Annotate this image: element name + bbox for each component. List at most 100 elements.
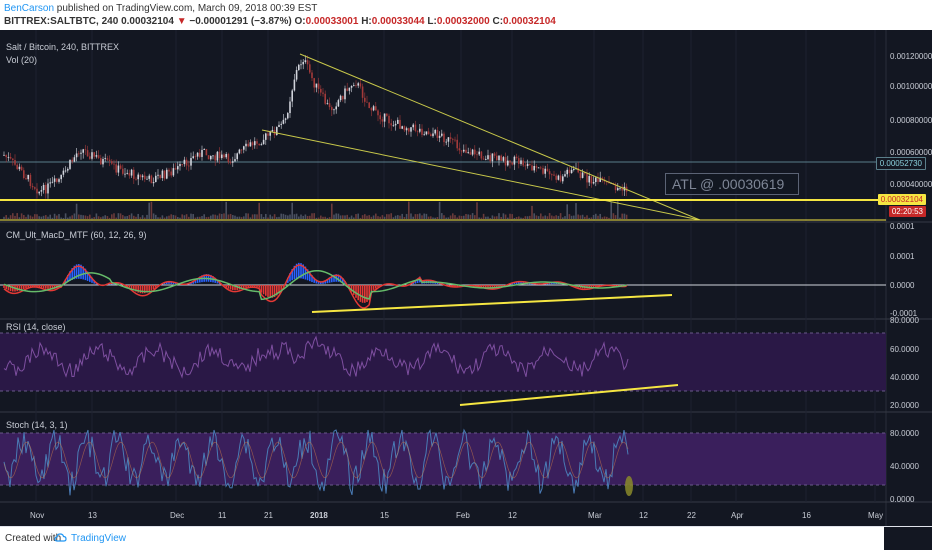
candle-body (531, 165, 533, 171)
candle-body (196, 152, 199, 157)
candle-body (592, 182, 595, 184)
candle-body (408, 128, 410, 132)
candle-body (348, 87, 351, 91)
macd-histogram-bar (522, 281, 524, 284)
candle-body (562, 176, 564, 182)
macd-histogram-bar (322, 281, 324, 284)
macd-histogram-bar (370, 285, 373, 292)
volume-bar (18, 217, 21, 219)
candle-body (247, 143, 249, 147)
volume-bar (342, 215, 344, 219)
author-link[interactable]: BenCarson (4, 3, 55, 14)
volume-bar (533, 213, 535, 219)
candle-body (18, 166, 21, 170)
tradingview-cloud-icon (54, 533, 67, 542)
volume-bar (573, 215, 575, 219)
stoch-highlight-marker[interactable] (625, 476, 633, 496)
macd-support-trendline[interactable] (311, 294, 673, 313)
high-label: H: (361, 16, 372, 27)
volume-bar (383, 216, 386, 219)
macd-histogram-bar (295, 263, 298, 279)
volume-bar (388, 214, 390, 219)
atl-annotation[interactable]: ATL @ .00030619 (665, 173, 799, 195)
candle-body (185, 159, 188, 166)
chart-area[interactable]: 0.00120000 0.00100000 0.00080000 0.00060… (0, 30, 932, 526)
candle-body (445, 141, 447, 143)
macd-histogram-bar (293, 265, 296, 280)
time-tick: May (868, 511, 883, 520)
candle-body (298, 64, 300, 71)
stoch-pane-title[interactable]: Stoch (14, 3, 1) (6, 420, 68, 430)
volume-bar (379, 216, 381, 219)
main-pane-title[interactable]: Salt / Bitcoin, 240, BITTREX (6, 42, 120, 52)
macd-histogram-bar (518, 281, 520, 284)
candle-body (234, 159, 236, 162)
upper-trendline[interactable] (299, 53, 701, 221)
time-tick: 21 (264, 511, 273, 520)
candle-body (421, 128, 423, 135)
macd-histogram-bar (199, 276, 201, 283)
candle-body (342, 95, 344, 100)
candle-body (278, 124, 280, 128)
candle-body (383, 113, 386, 122)
lower-trendline[interactable] (261, 129, 701, 221)
volume-bar (236, 216, 238, 219)
candle-body (82, 149, 84, 153)
volume-bar (524, 216, 527, 219)
low-value: 0.00032000 (436, 16, 490, 27)
candle-body (427, 131, 430, 135)
candle-body (381, 119, 384, 122)
macd-histogram-bar (229, 285, 232, 290)
volume-label[interactable]: Vol (20) (6, 55, 38, 65)
volume-bar (623, 213, 626, 219)
candle-body (122, 168, 124, 174)
candle-body (29, 174, 32, 186)
volume-bar (212, 214, 214, 219)
macd-histogram-bar (247, 285, 249, 288)
candle-body (126, 172, 128, 174)
candle-body (419, 128, 421, 132)
volume-bar (526, 216, 529, 219)
candle-body (401, 126, 403, 129)
macd-histogram-bar (166, 281, 168, 284)
macd-histogram-bar (456, 285, 458, 287)
candle-body (577, 168, 579, 173)
macd-histogram-bar (91, 277, 93, 283)
volume-bar (284, 214, 287, 219)
stoch-tick: 80.0000 (890, 429, 919, 438)
volume-bar (104, 215, 106, 219)
symbol-label: BITTREX:SALTBTC, 240 (4, 16, 119, 27)
rsi-support-trendline[interactable] (459, 384, 679, 406)
candle-body (311, 72, 313, 79)
macd-histogram-bar (353, 285, 355, 295)
chart-canvas[interactable]: 0.00120000 0.00100000 0.00080000 0.00060… (0, 30, 932, 526)
volume-bar (174, 215, 177, 219)
macd-histogram-bar (23, 285, 25, 290)
macd-histogram-bar (135, 285, 137, 292)
tradingview-logo[interactable]: TradingView (54, 531, 126, 545)
volume-bar (487, 216, 489, 219)
volume-bar (529, 215, 531, 219)
candle-body (469, 152, 472, 155)
candle-body (289, 101, 291, 114)
macd-histogram-bar (73, 265, 76, 280)
rsi-pane-title[interactable]: RSI (14, close) (6, 322, 66, 332)
candle-body (287, 113, 289, 119)
volume-bar (89, 214, 91, 219)
candle-body (260, 144, 263, 146)
candle-body (476, 154, 478, 156)
candle-body (313, 78, 315, 88)
volume-bar (62, 217, 65, 219)
candle-body (95, 155, 98, 157)
volume-bar (355, 214, 357, 219)
macd-histogram-bar (20, 285, 23, 290)
volume-bar (559, 213, 562, 219)
macd-histogram-bar (502, 285, 505, 287)
volume-bar (194, 217, 197, 219)
rsi-tick: 60.0000 (890, 345, 919, 354)
volume-bar (100, 217, 102, 219)
candle-body (190, 158, 192, 166)
candle-body (262, 139, 265, 145)
candle-body (414, 124, 417, 131)
macd-pane-title[interactable]: CM_Ult_MacD_MTF (60, 12, 26, 9) (6, 230, 147, 240)
